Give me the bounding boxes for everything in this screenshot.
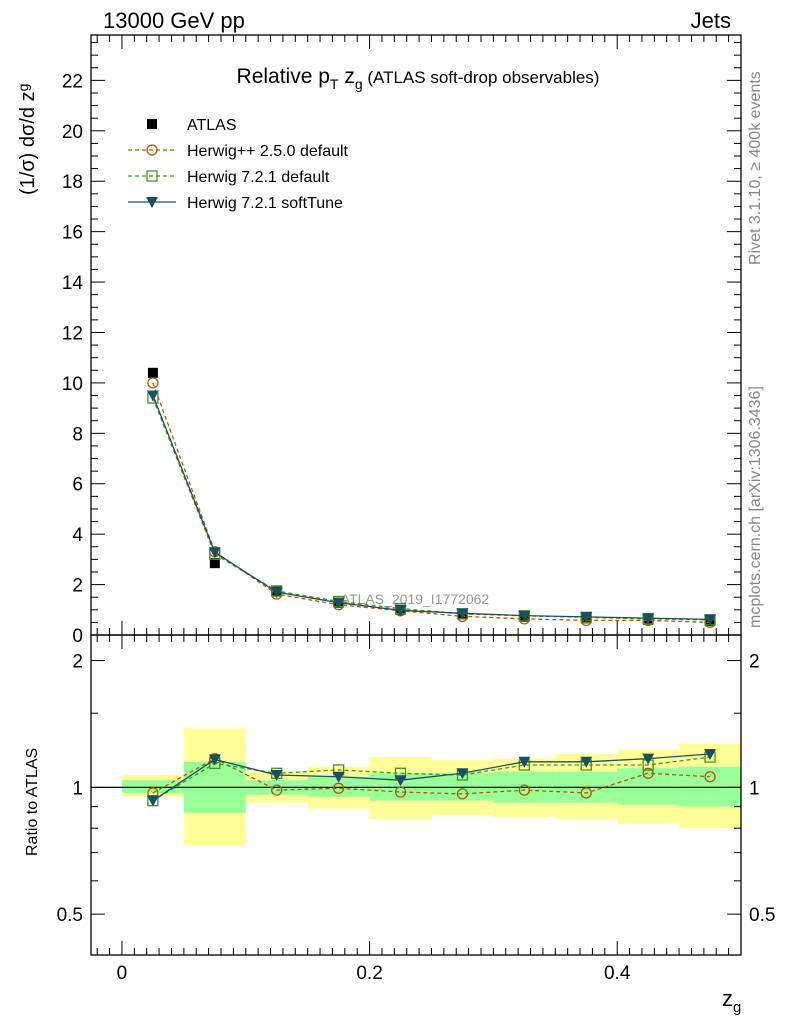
xtick-label-1: 0.2 bbox=[356, 963, 382, 984]
rivet-label: Rivet 3.1.10, ≥ 400k events bbox=[747, 71, 764, 265]
y-label-lead: (1/σ) dσ/d z bbox=[17, 91, 39, 195]
y-label-sub: g bbox=[15, 84, 31, 92]
main-ytick-label-3: 6 bbox=[72, 475, 83, 496]
band-inner-3 bbox=[307, 776, 370, 797]
main-point-s0-0 bbox=[147, 367, 158, 378]
main-point-s3-5 bbox=[456, 608, 469, 620]
ratio-frame bbox=[90, 634, 742, 956]
ratio-point-s0-2 bbox=[271, 784, 283, 796]
main-point-s3-6 bbox=[518, 610, 531, 622]
legend: ATLAS Herwig++ 2.5.0 default Herwig 7.2.1 … bbox=[128, 117, 349, 212]
ratio-point-s0-6 bbox=[518, 784, 530, 796]
main-ytick-label-10: 20 bbox=[62, 122, 83, 143]
main-point-s3-4 bbox=[394, 605, 407, 617]
ratio-point-s2-7 bbox=[580, 756, 593, 768]
x-label-sub: g bbox=[733, 999, 741, 1016]
ratio-point-s2-1 bbox=[208, 754, 221, 766]
legend-entry-1: Herwig++ 2.5.0 default bbox=[187, 143, 349, 160]
main-point-s3-7 bbox=[580, 611, 593, 623]
ratio-point-s2-4 bbox=[394, 775, 407, 787]
title-sub-t: T bbox=[330, 76, 339, 92]
ratio-ytick-label-left-0: 0.5 bbox=[57, 905, 83, 926]
main-point-s3-0 bbox=[146, 390, 159, 402]
ratio-point-s2-2 bbox=[270, 769, 283, 781]
main-ytick-label-7: 14 bbox=[62, 273, 84, 294]
ratio-point-s0-9 bbox=[704, 771, 716, 783]
ratio-point-s0-8 bbox=[642, 767, 654, 779]
ratio-point-s2-5 bbox=[456, 768, 469, 780]
main-point-s3-2 bbox=[270, 587, 283, 599]
legend-entry-0: ATLAS bbox=[187, 117, 237, 134]
main-ytick-label-0: 0 bbox=[72, 626, 83, 647]
ratio-line-series-0 bbox=[152, 757, 711, 795]
mcplots-label: mcplots.cern.ch [arXiv:1306.3436] bbox=[747, 386, 764, 628]
legend-entry-3: Herwig 7.2.1 softTune bbox=[187, 195, 343, 212]
chart-title: Relative pT zg (ATLAS soft-drop observab… bbox=[237, 65, 600, 92]
ratio-point-s2-3 bbox=[332, 771, 345, 783]
title-mid: z bbox=[338, 65, 354, 88]
title-sub-g: g bbox=[355, 76, 363, 92]
ratio-ytick-label-right-1: 1 bbox=[749, 778, 760, 799]
header-right: Jets bbox=[691, 8, 731, 33]
main-ytick-label-8: 16 bbox=[62, 223, 83, 244]
main-line-series-1 bbox=[152, 382, 711, 624]
ratio-ytick-label-right-2: 2 bbox=[749, 652, 760, 673]
ratio-data-layer bbox=[91, 728, 741, 845]
watermark: ATLAS_2019_I1772062 bbox=[341, 591, 490, 607]
y-axis-label-ratio: Ratio to ATLAS bbox=[24, 748, 41, 856]
ratio-point-s0-5 bbox=[456, 788, 469, 800]
ratio-point-s0-4 bbox=[394, 786, 407, 798]
y-axis-label-main: (1/σ) dσ/d zg bbox=[15, 84, 39, 195]
ratio-line-series-1 bbox=[152, 756, 711, 802]
main-point-s3-1 bbox=[208, 547, 221, 559]
ratio-point-s0-7 bbox=[580, 787, 592, 799]
legend-marker-0 bbox=[147, 119, 157, 129]
main-ytick-label-4: 8 bbox=[72, 424, 83, 445]
ratio-line-series-2 bbox=[152, 753, 711, 802]
x-axis-label: zg bbox=[722, 986, 741, 1016]
legend-entry-2: Herwig 7.2.1 default bbox=[187, 169, 330, 186]
ratio-point-s2-8 bbox=[642, 753, 655, 765]
main-ytick-label-6: 12 bbox=[62, 323, 83, 344]
main-ytick-label-5: 10 bbox=[62, 374, 83, 395]
ratio-point-s2-0 bbox=[146, 795, 159, 807]
legend-marker-3 bbox=[146, 197, 158, 208]
band-inner-9 bbox=[679, 766, 741, 807]
main-point-s3-8 bbox=[642, 613, 655, 625]
legend-marker-2 bbox=[146, 170, 158, 182]
title-tail: (ATLAS soft-drop observables) bbox=[363, 68, 600, 87]
main-point-s1-0 bbox=[147, 377, 159, 389]
main-point-s3-3 bbox=[332, 597, 345, 609]
xtick-label-0: 0 bbox=[117, 963, 128, 984]
main-ytick-label-1: 2 bbox=[72, 576, 83, 597]
ratio-point-s0-3 bbox=[332, 782, 345, 794]
header-left: 13000 GeV pp bbox=[103, 8, 245, 33]
title-lead: Relative p bbox=[237, 65, 330, 88]
main-ytick-label-9: 18 bbox=[62, 172, 83, 193]
main-point-s3-9 bbox=[704, 614, 717, 626]
main-data-layer bbox=[146, 367, 717, 629]
x-label-lead: z bbox=[722, 986, 733, 1011]
ratio-ytick-label-left-2: 2 bbox=[72, 652, 83, 673]
main-line-series-3 bbox=[152, 395, 711, 621]
ratio-ytick-label-left-1: 1 bbox=[72, 778, 83, 799]
legend-marker-1 bbox=[146, 144, 158, 156]
main-point-s0-1 bbox=[209, 558, 220, 569]
ratio-point-s2-9 bbox=[704, 749, 717, 761]
main-ytick-label-11: 22 bbox=[62, 71, 83, 92]
main-line-series-2 bbox=[152, 397, 711, 621]
main-ytick-label-2: 4 bbox=[72, 525, 83, 546]
ratio-ytick-label-right-0: 0.5 bbox=[749, 905, 775, 926]
ratio-point-s2-6 bbox=[518, 756, 531, 768]
xtick-label-2: 0.4 bbox=[604, 963, 631, 984]
